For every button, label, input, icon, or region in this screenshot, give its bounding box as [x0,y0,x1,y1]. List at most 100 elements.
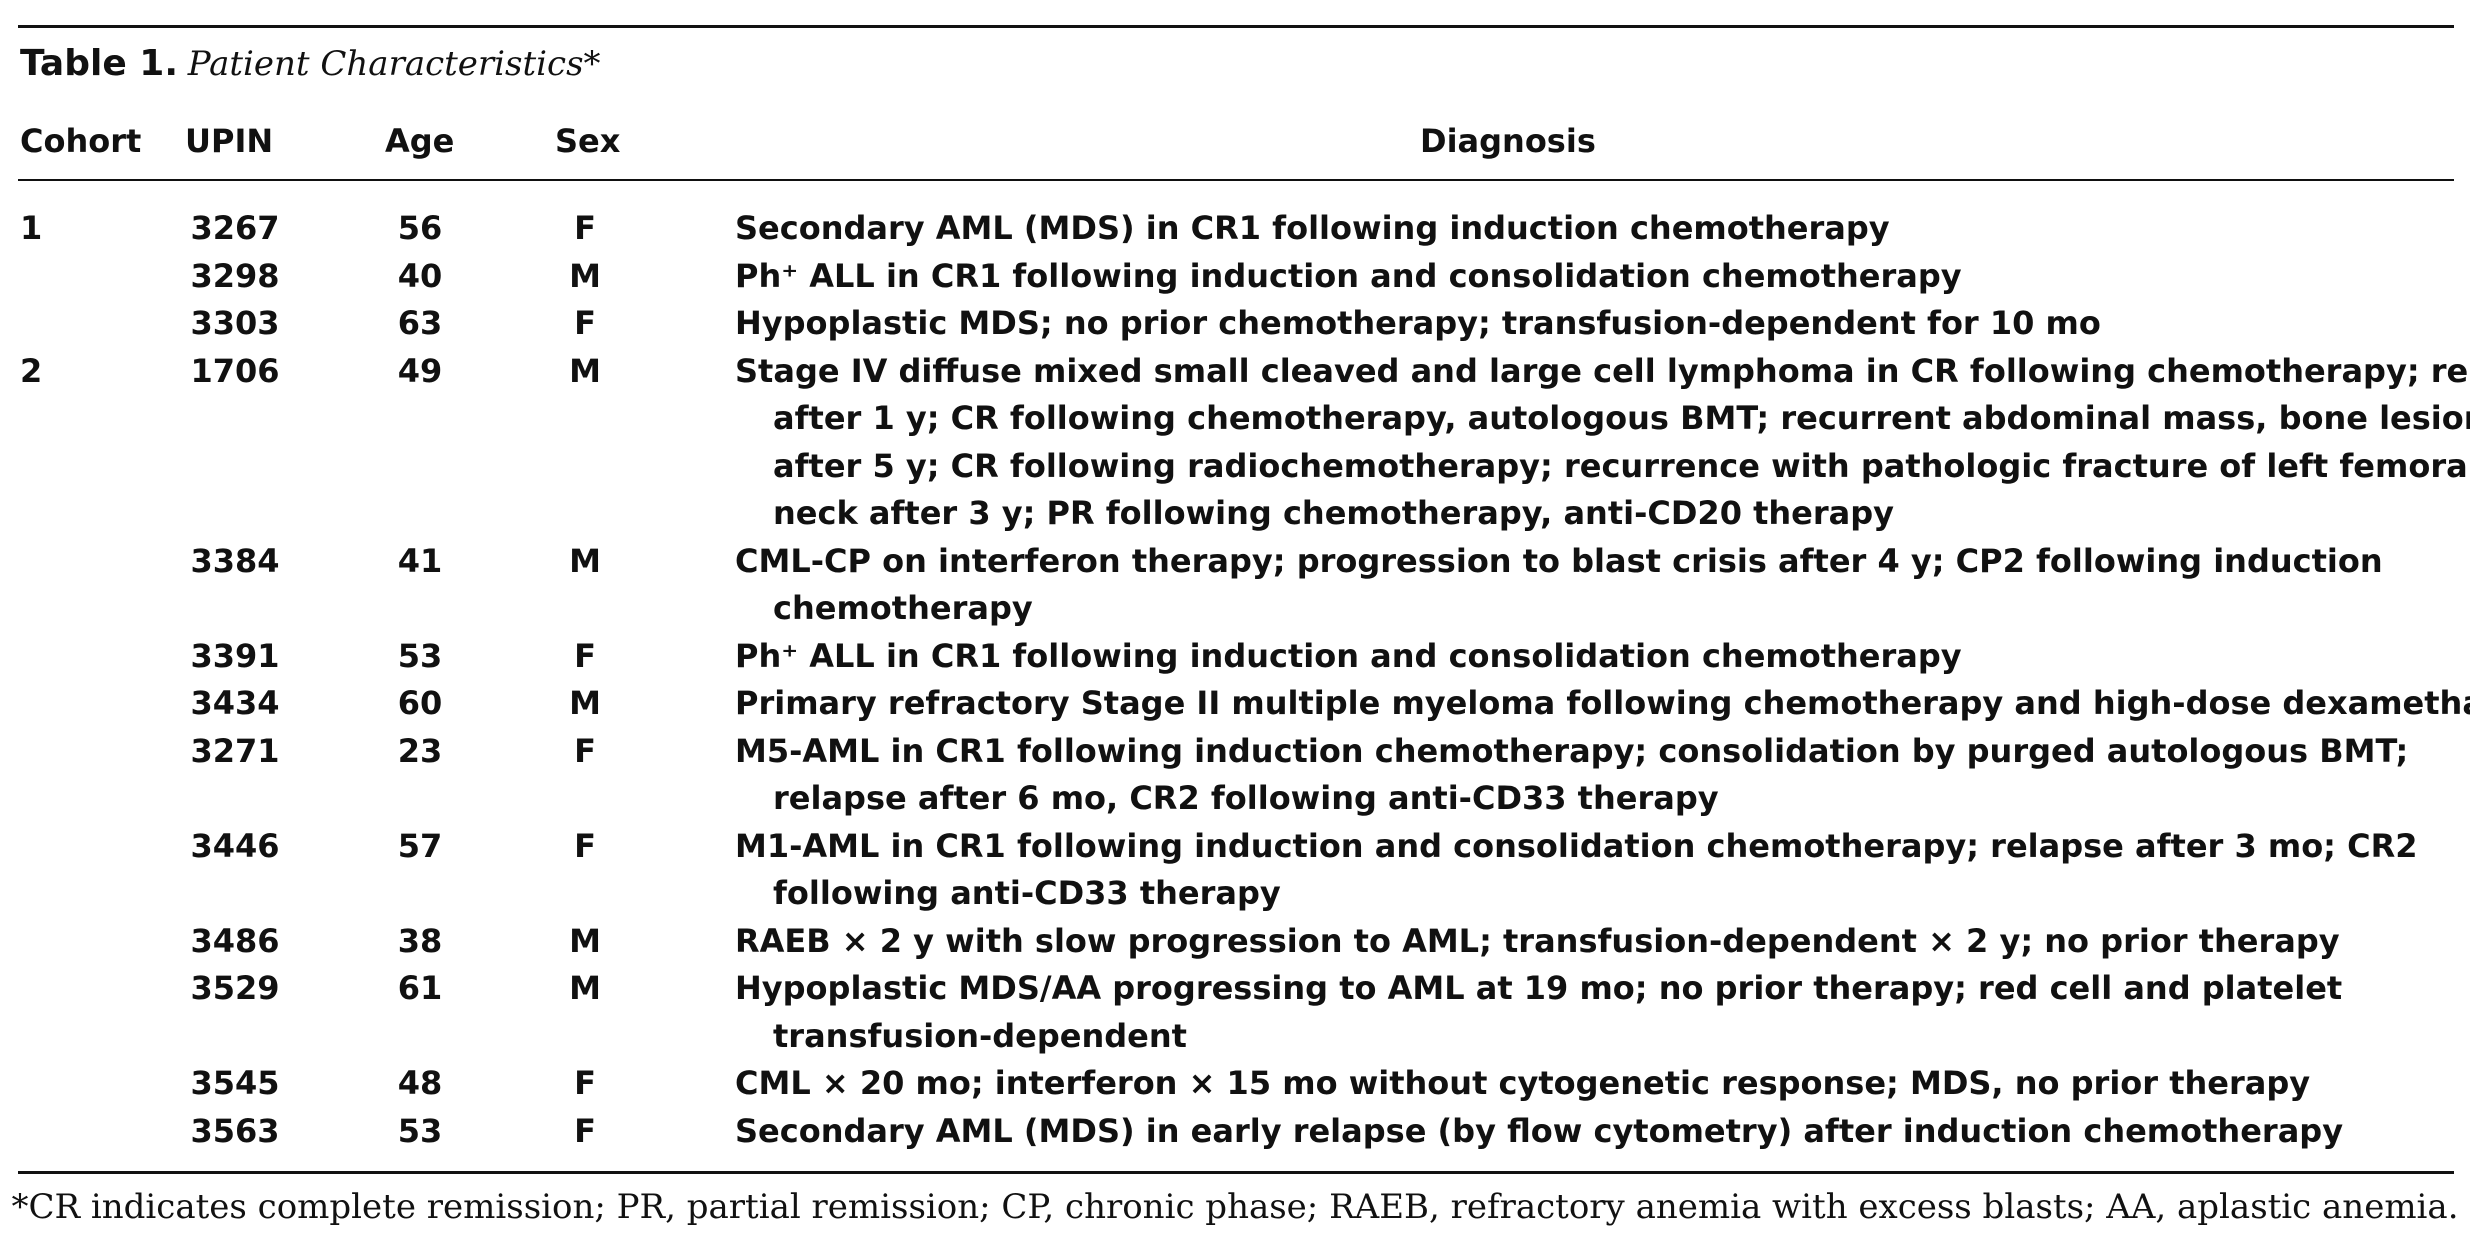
sex-cell: F [574,826,596,865]
table-row: 3563 53 F Secondary AML (MDS) in early rela… [0,1108,2470,1156]
diagnosis-line: CML-CP on interferon therapy; progressio… [735,541,2383,580]
column-header-age: Age [385,122,455,160]
diagnosis-line: transfusion-dependent [773,1016,1187,1055]
upin-cell: 3545 [190,1064,280,1102]
diagnosis-cell: M1-AML in CR1 following induction and co… [735,823,2455,918]
sex-cell: F [574,1111,596,1150]
upin-cell: 3563 [190,1111,280,1150]
column-header-diagnosis: Diagnosis [1420,122,1596,160]
age-cell: 40 [397,256,443,295]
table-row: 3298 40 M Ph⁺ ALL in CR1 following inductio… [0,253,2470,301]
upin-cell: 3298 [190,256,280,295]
age-cell: 41 [397,541,443,580]
diagnosis-cell: CML-CP on interferon therapy; progressio… [735,538,2455,633]
column-header-upin: UPIN [185,122,274,160]
upin-cell: 1706 [190,351,280,390]
cohort-cell: 2 [20,351,43,390]
sex-cell: M [569,351,601,390]
diagnosis-line: following anti-CD33 therapy [773,874,1281,912]
sex-cell: M [569,921,601,960]
table-footnote: *CR indicates complete remission; PR, pa… [11,1187,2459,1227]
diagnosis-cell: Secondary AML (MDS) in CR1 following ind… [735,205,2455,253]
diagnosis-line: after 1 y; CR following chemotherapy, au… [773,399,2470,437]
age-cell: 49 [397,351,443,390]
age-cell: 48 [397,1064,443,1102]
upin-cell: 3271 [190,731,280,770]
upin-cell: 3434 [190,684,280,722]
diagnosis-line: Stage IV diffuse mixed small cleaved and… [735,351,2470,390]
diagnosis-cell: Hypoplastic MDS; no prior chemotherapy; … [735,300,2455,348]
upin-cell: 3446 [190,826,280,865]
table-row: 1 3267 56 F Secondary AML (MDS) in CR1 follo… [0,205,2470,253]
table-row: 3446 57 F M1-AML in CR1 following induction… [0,823,2470,918]
diagnosis-cell: Stage IV diffuse mixed small cleaved and… [735,348,2470,538]
table-row: 3391 53 F Ph⁺ ALL in CR1 following inductio… [0,633,2470,681]
upin-cell: 3529 [190,969,280,1007]
column-header-cohort: Cohort [20,122,142,160]
table-row: 3434 60 M Primary refractory Stage II multi… [0,680,2470,728]
header-rule [18,179,2454,181]
upin-cell: 3486 [190,921,280,960]
age-cell: 61 [397,969,443,1007]
diagnosis-line: Ph⁺ ALL in CR1 following induction and c… [735,256,1962,295]
diagnosis-cell: RAEB × 2 y with slow progression to AML;… [735,918,2455,966]
age-cell: 56 [397,209,443,247]
table-row: 3545 48 F CML × 20 mo; interferon × 15 mo w… [0,1060,2470,1108]
sex-cell: F [574,636,596,675]
diagnosis-line: M5-AML in CR1 following induction chemot… [735,731,2409,770]
diagnosis-cell: Hypoplastic MDS/AA progressing to AML at… [735,965,2455,1060]
table-body: 1 3267 56 F Secondary AML (MDS) in CR1 follo… [0,205,2470,1155]
sex-cell: M [569,684,601,722]
diagnosis-line: Hypoplastic MDS; no prior chemotherapy; … [735,304,2101,342]
age-cell: 38 [397,921,443,960]
diagnosis-cell: Secondary AML (MDS) in early relapse (by… [735,1108,2455,1156]
top-rule [18,25,2454,28]
diagnosis-line: Hypoplastic MDS/AA progressing to AML at… [735,969,2343,1007]
cohort-cell: 1 [20,209,43,247]
diagnosis-line: chemotherapy [773,589,1033,627]
sex-cell: M [569,969,601,1007]
diagnosis-line: neck after 3 y; PR following chemotherap… [773,494,1895,532]
bottom-rule [18,1171,2454,1174]
upin-cell: 3384 [190,541,280,580]
table-caption: Table 1. Patient Characteristics* [20,38,601,89]
table-row: 2 1706 49 M Stage IV diffuse mixed small cle… [0,348,2470,538]
table-row: 3271 23 F M5-AML in CR1 following induction… [0,728,2470,823]
sex-cell: F [574,1064,596,1102]
diagnosis-cell: Ph⁺ ALL in CR1 following induction and c… [735,633,2455,681]
sex-cell: F [574,209,596,247]
column-header-sex: Sex [555,122,621,160]
age-cell: 57 [397,826,443,865]
diagnosis-line: Secondary AML (MDS) in early relapse (by… [735,1111,2344,1150]
table-row: 3486 38 M RAEB × 2 y with slow progression … [0,918,2470,966]
table-row: 3529 61 M Hypoplastic MDS/AA progressing to… [0,965,2470,1060]
age-cell: 23 [397,731,443,770]
diagnosis-cell: Ph⁺ ALL in CR1 following induction and c… [735,253,2455,301]
diagnosis-line: M1-AML in CR1 following induction and co… [735,826,2418,865]
table-label: Table 1. [20,43,178,84]
table-row: 3384 41 M CML-CP on interferon therapy; pro… [0,538,2470,633]
age-cell: 63 [397,304,443,342]
upin-cell: 3391 [190,636,280,675]
table-row: 3303 63 F Hypoplastic MDS; no prior chemoth… [0,300,2470,348]
diagnosis-line: after 5 y; CR following radiochemotherap… [773,446,2470,485]
diagnosis-cell: Primary refractory Stage II multiple mye… [735,680,2470,728]
sex-cell: M [569,541,601,580]
diagnosis-line: Primary refractory Stage II multiple mye… [735,684,2470,722]
diagnosis-line: Ph⁺ ALL in CR1 following induction and c… [735,636,1962,675]
diagnosis-line: RAEB × 2 y with slow progression to AML;… [735,921,2340,960]
sex-cell: F [574,304,596,342]
age-cell: 60 [397,684,443,722]
age-cell: 53 [397,1111,443,1150]
diagnosis-line: CML × 20 mo; interferon × 15 mo without … [735,1064,2311,1102]
diagnosis-line: Secondary AML (MDS) in CR1 following ind… [735,209,1890,247]
diagnosis-cell: CML × 20 mo; interferon × 15 mo without … [735,1060,2455,1108]
table-title: Patient Characteristics* [187,44,601,84]
diagnosis-line: relapse after 6 mo, CR2 following anti-C… [773,779,1719,817]
sex-cell: F [574,731,596,770]
sex-cell: M [569,256,601,295]
age-cell: 53 [397,636,443,675]
upin-cell: 3267 [190,209,280,247]
diagnosis-cell: M5-AML in CR1 following induction chemot… [735,728,2455,823]
